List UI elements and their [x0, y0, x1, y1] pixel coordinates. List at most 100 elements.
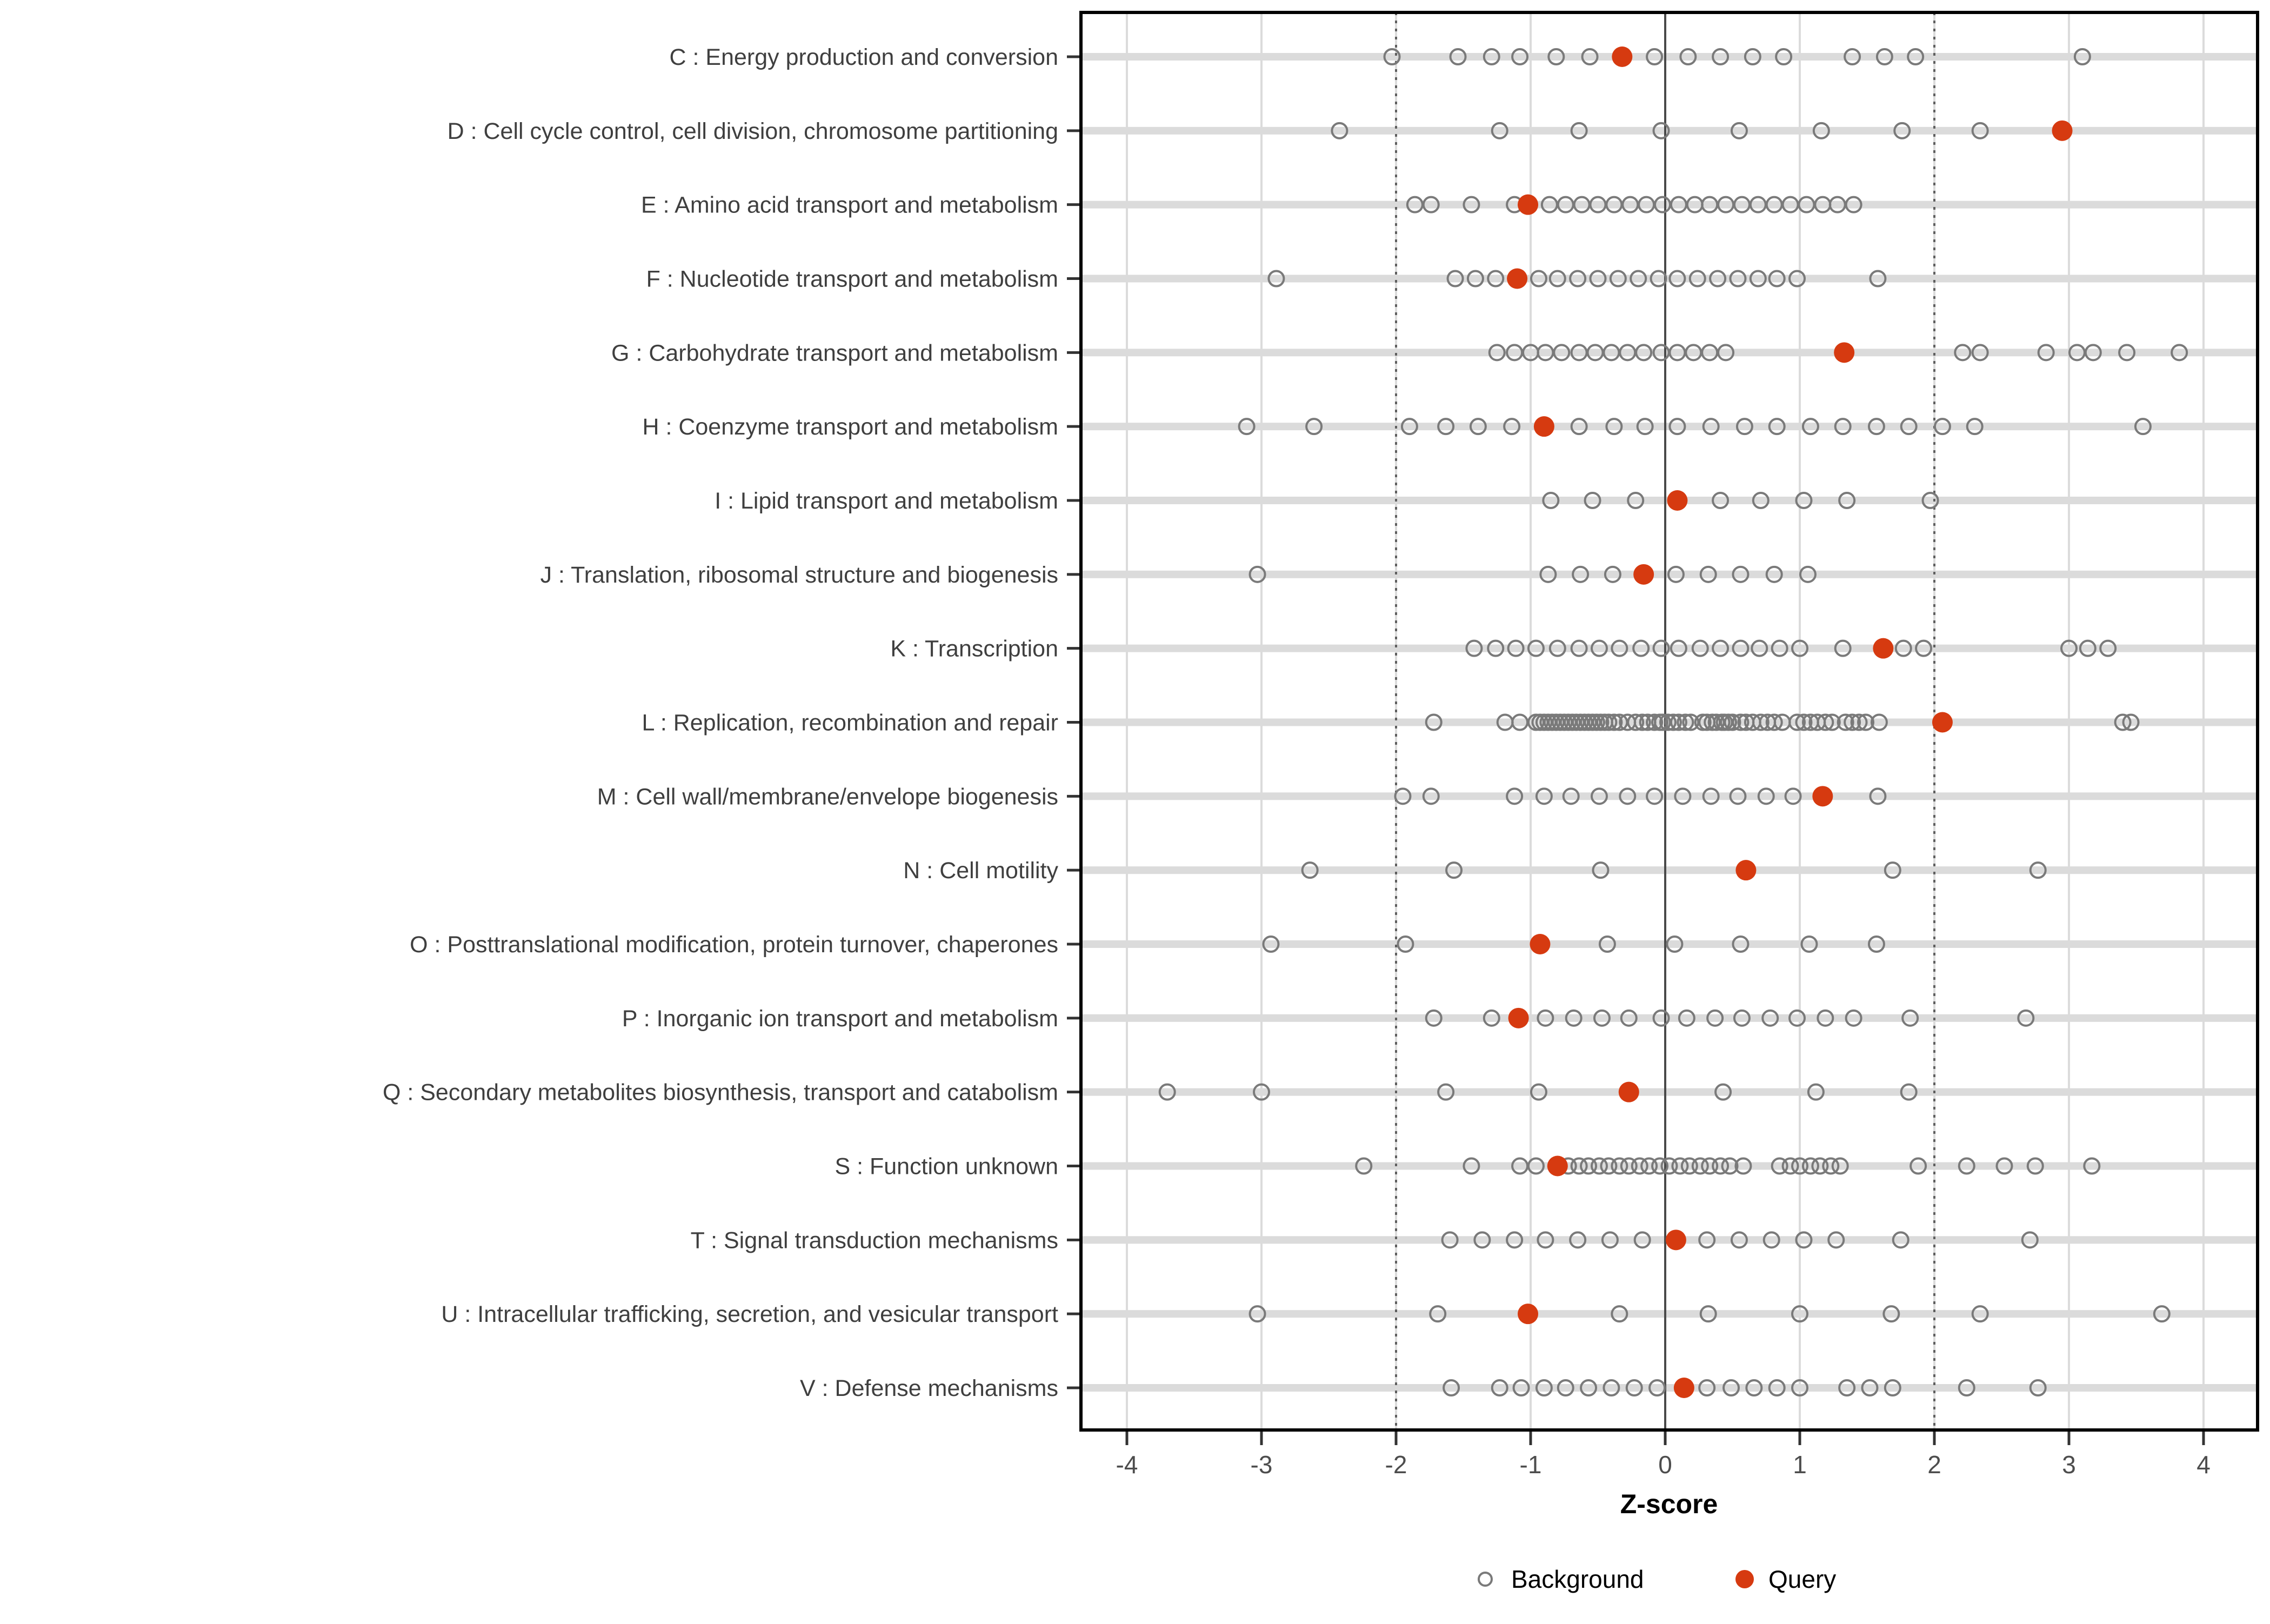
background-point — [1603, 1379, 1620, 1396]
background-point — [1584, 492, 1601, 509]
background-point — [1971, 344, 1989, 362]
background-point — [1867, 935, 1885, 953]
background-point — [1822, 1157, 1840, 1175]
background-point — [1593, 1009, 1611, 1027]
query-point — [1735, 860, 1757, 881]
background-point — [1762, 1231, 1780, 1249]
query-point — [1812, 786, 1833, 807]
category-label: P : Inorganic ion transport and metaboli… — [622, 1006, 1058, 1032]
background-point — [1875, 48, 1893, 65]
query-point — [1547, 1155, 1568, 1177]
background-point — [2021, 1231, 2039, 1249]
panel-border — [1079, 11, 2259, 1432]
background-point — [1817, 1009, 1834, 1027]
background-point — [1670, 713, 1687, 731]
background-point — [1598, 935, 1616, 953]
background-point — [1527, 1157, 1545, 1175]
row-band — [1081, 1310, 2258, 1318]
background-point — [2114, 713, 2132, 731]
background-point — [1752, 492, 1770, 509]
category-label: T : Signal transduction mechanisms — [691, 1227, 1058, 1253]
background-point — [1355, 1157, 1373, 1175]
background-point — [1569, 1231, 1587, 1249]
background-point — [1732, 935, 1750, 953]
background-point — [1749, 270, 1767, 288]
background-point — [1592, 861, 1610, 879]
background-point — [1651, 1157, 1669, 1175]
category-label: K : Transcription — [890, 636, 1058, 662]
background-point — [1795, 492, 1813, 509]
background-point — [1744, 48, 1761, 65]
background-point — [1971, 1305, 1989, 1323]
background-point — [1547, 48, 1565, 65]
background-point — [1791, 1157, 1808, 1175]
background-point — [1633, 1231, 1651, 1249]
background-point — [1565, 1009, 1583, 1027]
legend-background-label: Background — [1511, 1565, 1644, 1593]
background-point — [2029, 1379, 2047, 1396]
query-point — [1518, 194, 1539, 215]
background-point — [2060, 639, 2078, 657]
background-point — [1791, 1379, 1808, 1396]
background-point — [1893, 122, 1911, 139]
background-point — [1844, 713, 1861, 731]
background-point — [1691, 1157, 1709, 1175]
x-tick-label: 0 — [1658, 1451, 1672, 1479]
category-label: Q : Secondary metabolites biosynthesis, … — [383, 1080, 1058, 1106]
background-point — [1548, 270, 1566, 288]
background-point — [1831, 1157, 1849, 1175]
background-point — [1473, 1231, 1491, 1249]
background-point — [1900, 1083, 1918, 1101]
background-point — [2073, 48, 2091, 65]
background-point — [1652, 1009, 1670, 1027]
category-label: I : Lipid transport and metabolism — [715, 488, 1058, 514]
row-band — [1081, 940, 2258, 948]
row-band — [1081, 792, 2258, 800]
background-point — [1958, 1379, 1975, 1396]
background-point — [1677, 713, 1694, 731]
background-point — [1915, 639, 1933, 657]
background-point — [1630, 270, 1647, 288]
background-point — [1652, 639, 1670, 657]
background-point — [1791, 1305, 1808, 1323]
query-point — [1932, 712, 1953, 733]
background-point — [1609, 270, 1627, 288]
query-point — [1612, 46, 1633, 67]
background-point — [1701, 1157, 1719, 1175]
background-point — [1861, 1379, 1879, 1396]
query-point — [2052, 120, 2073, 141]
background-point — [1506, 1231, 1524, 1249]
background-point — [1666, 935, 1684, 953]
background-point — [1331, 122, 1348, 139]
background-point — [2099, 639, 2117, 657]
background-point — [2029, 861, 2047, 879]
background-point — [1465, 639, 1483, 657]
background-point — [1678, 1009, 1695, 1027]
background-point — [1788, 270, 1806, 288]
background-point — [1775, 48, 1793, 65]
background-point — [1611, 639, 1628, 657]
query-point — [1518, 1304, 1539, 1325]
background-point — [1487, 639, 1505, 657]
background-point — [1733, 1009, 1751, 1027]
background-point — [1795, 713, 1813, 731]
background-point — [1446, 270, 1464, 288]
background-point — [1722, 1379, 1740, 1396]
background-point — [1721, 1157, 1739, 1175]
background-point — [2017, 1009, 2035, 1027]
background-point — [1530, 1083, 1547, 1101]
background-point — [1667, 565, 1685, 583]
background-point — [2118, 344, 2136, 362]
x-tick-label: -3 — [1251, 1451, 1273, 1479]
background-point — [1646, 713, 1664, 731]
background-point — [1527, 639, 1545, 657]
background-point — [1698, 1379, 1716, 1396]
background-point — [1768, 270, 1786, 288]
background-point — [1901, 1009, 1919, 1027]
background-point — [1664, 713, 1682, 731]
background-point — [1781, 1157, 1799, 1175]
background-point — [1732, 565, 1750, 583]
background-point — [1771, 1157, 1788, 1175]
background-point — [1712, 492, 1730, 509]
background-point — [1503, 418, 1521, 436]
